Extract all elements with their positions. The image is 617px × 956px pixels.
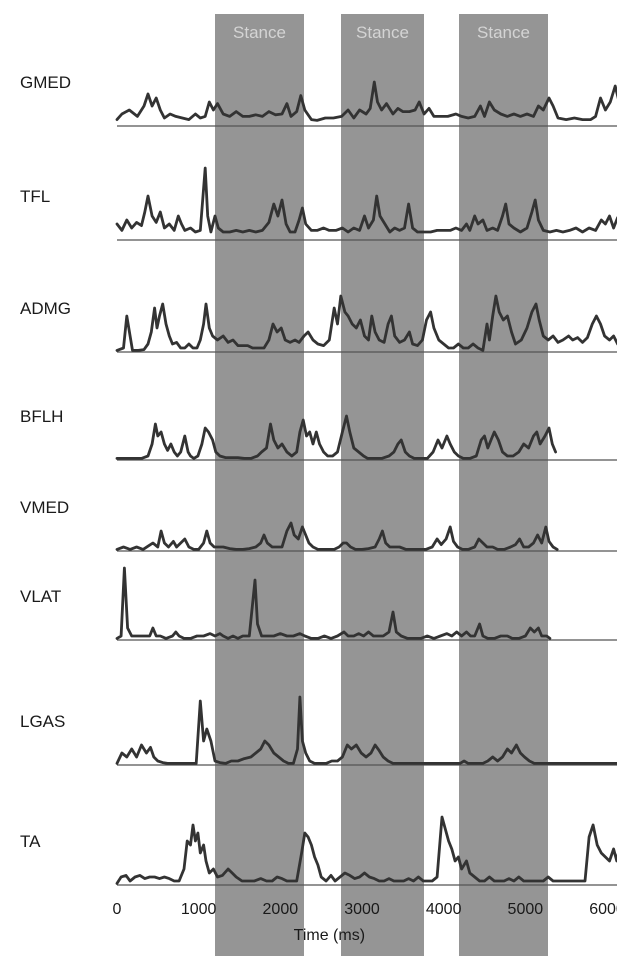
muscle-label-gmed: GMED xyxy=(20,73,71,92)
stance-label-3: Stance xyxy=(477,23,530,42)
x-tick-label-1000: 1000 xyxy=(181,901,217,918)
muscle-row-tfl xyxy=(115,166,617,241)
muscle-row-lgas xyxy=(115,695,617,766)
x-tick-label-2000: 2000 xyxy=(263,901,299,918)
x-tick-label-0: 0 xyxy=(113,901,122,918)
x-tick-label-3000: 3000 xyxy=(344,901,380,918)
labels-layer: GMED TFL ADMG BFLH VMED VLAT LGAS TA xyxy=(20,73,71,851)
emg-trace-vmed xyxy=(115,521,559,551)
muscle-row-vmed xyxy=(115,521,617,552)
x-axis-title: Time (ms) xyxy=(294,927,365,944)
muscle-label-bflh: BFLH xyxy=(20,407,63,426)
emg-trace-admg xyxy=(115,294,617,352)
emg-traces-layer xyxy=(115,80,617,886)
emg-trace-bflh xyxy=(115,414,557,460)
stance-band-1 xyxy=(215,14,304,956)
emg-trace-lgas xyxy=(115,695,617,765)
muscle-row-ta xyxy=(115,815,617,886)
muscle-label-vlat: VLAT xyxy=(20,587,61,606)
muscle-label-vmed: VMED xyxy=(20,498,69,517)
muscle-label-admg: ADMG xyxy=(20,299,71,318)
muscle-label-ta: TA xyxy=(20,832,41,851)
muscle-row-admg xyxy=(115,294,617,353)
emg-trace-ta xyxy=(115,815,617,885)
muscle-row-gmed xyxy=(115,80,617,127)
stance-band-2 xyxy=(341,14,424,956)
muscle-label-lgas: LGAS xyxy=(20,712,65,731)
stance-label-2: Stance xyxy=(356,23,409,42)
stance-label-1: Stance xyxy=(233,23,286,42)
x-tick-label-4000: 4000 xyxy=(426,901,462,918)
muscle-row-vlat xyxy=(115,566,617,641)
emg-trace-vlat xyxy=(115,566,552,640)
x-tick-label-6000: 6000 xyxy=(589,901,617,918)
muscle-row-bflh xyxy=(115,414,617,461)
emg-trace-tfl xyxy=(115,166,617,234)
x-axis: 0 1000 2000 3000 4000 5000 6000 Time (ms) xyxy=(113,901,617,944)
muscle-label-tfl: TFL xyxy=(20,187,50,206)
emg-trace-gmed xyxy=(115,80,617,122)
x-tick-label-5000: 5000 xyxy=(508,901,544,918)
stance-band-3 xyxy=(459,14,548,956)
stance-shading-layer: Stance Stance Stance xyxy=(215,14,548,956)
